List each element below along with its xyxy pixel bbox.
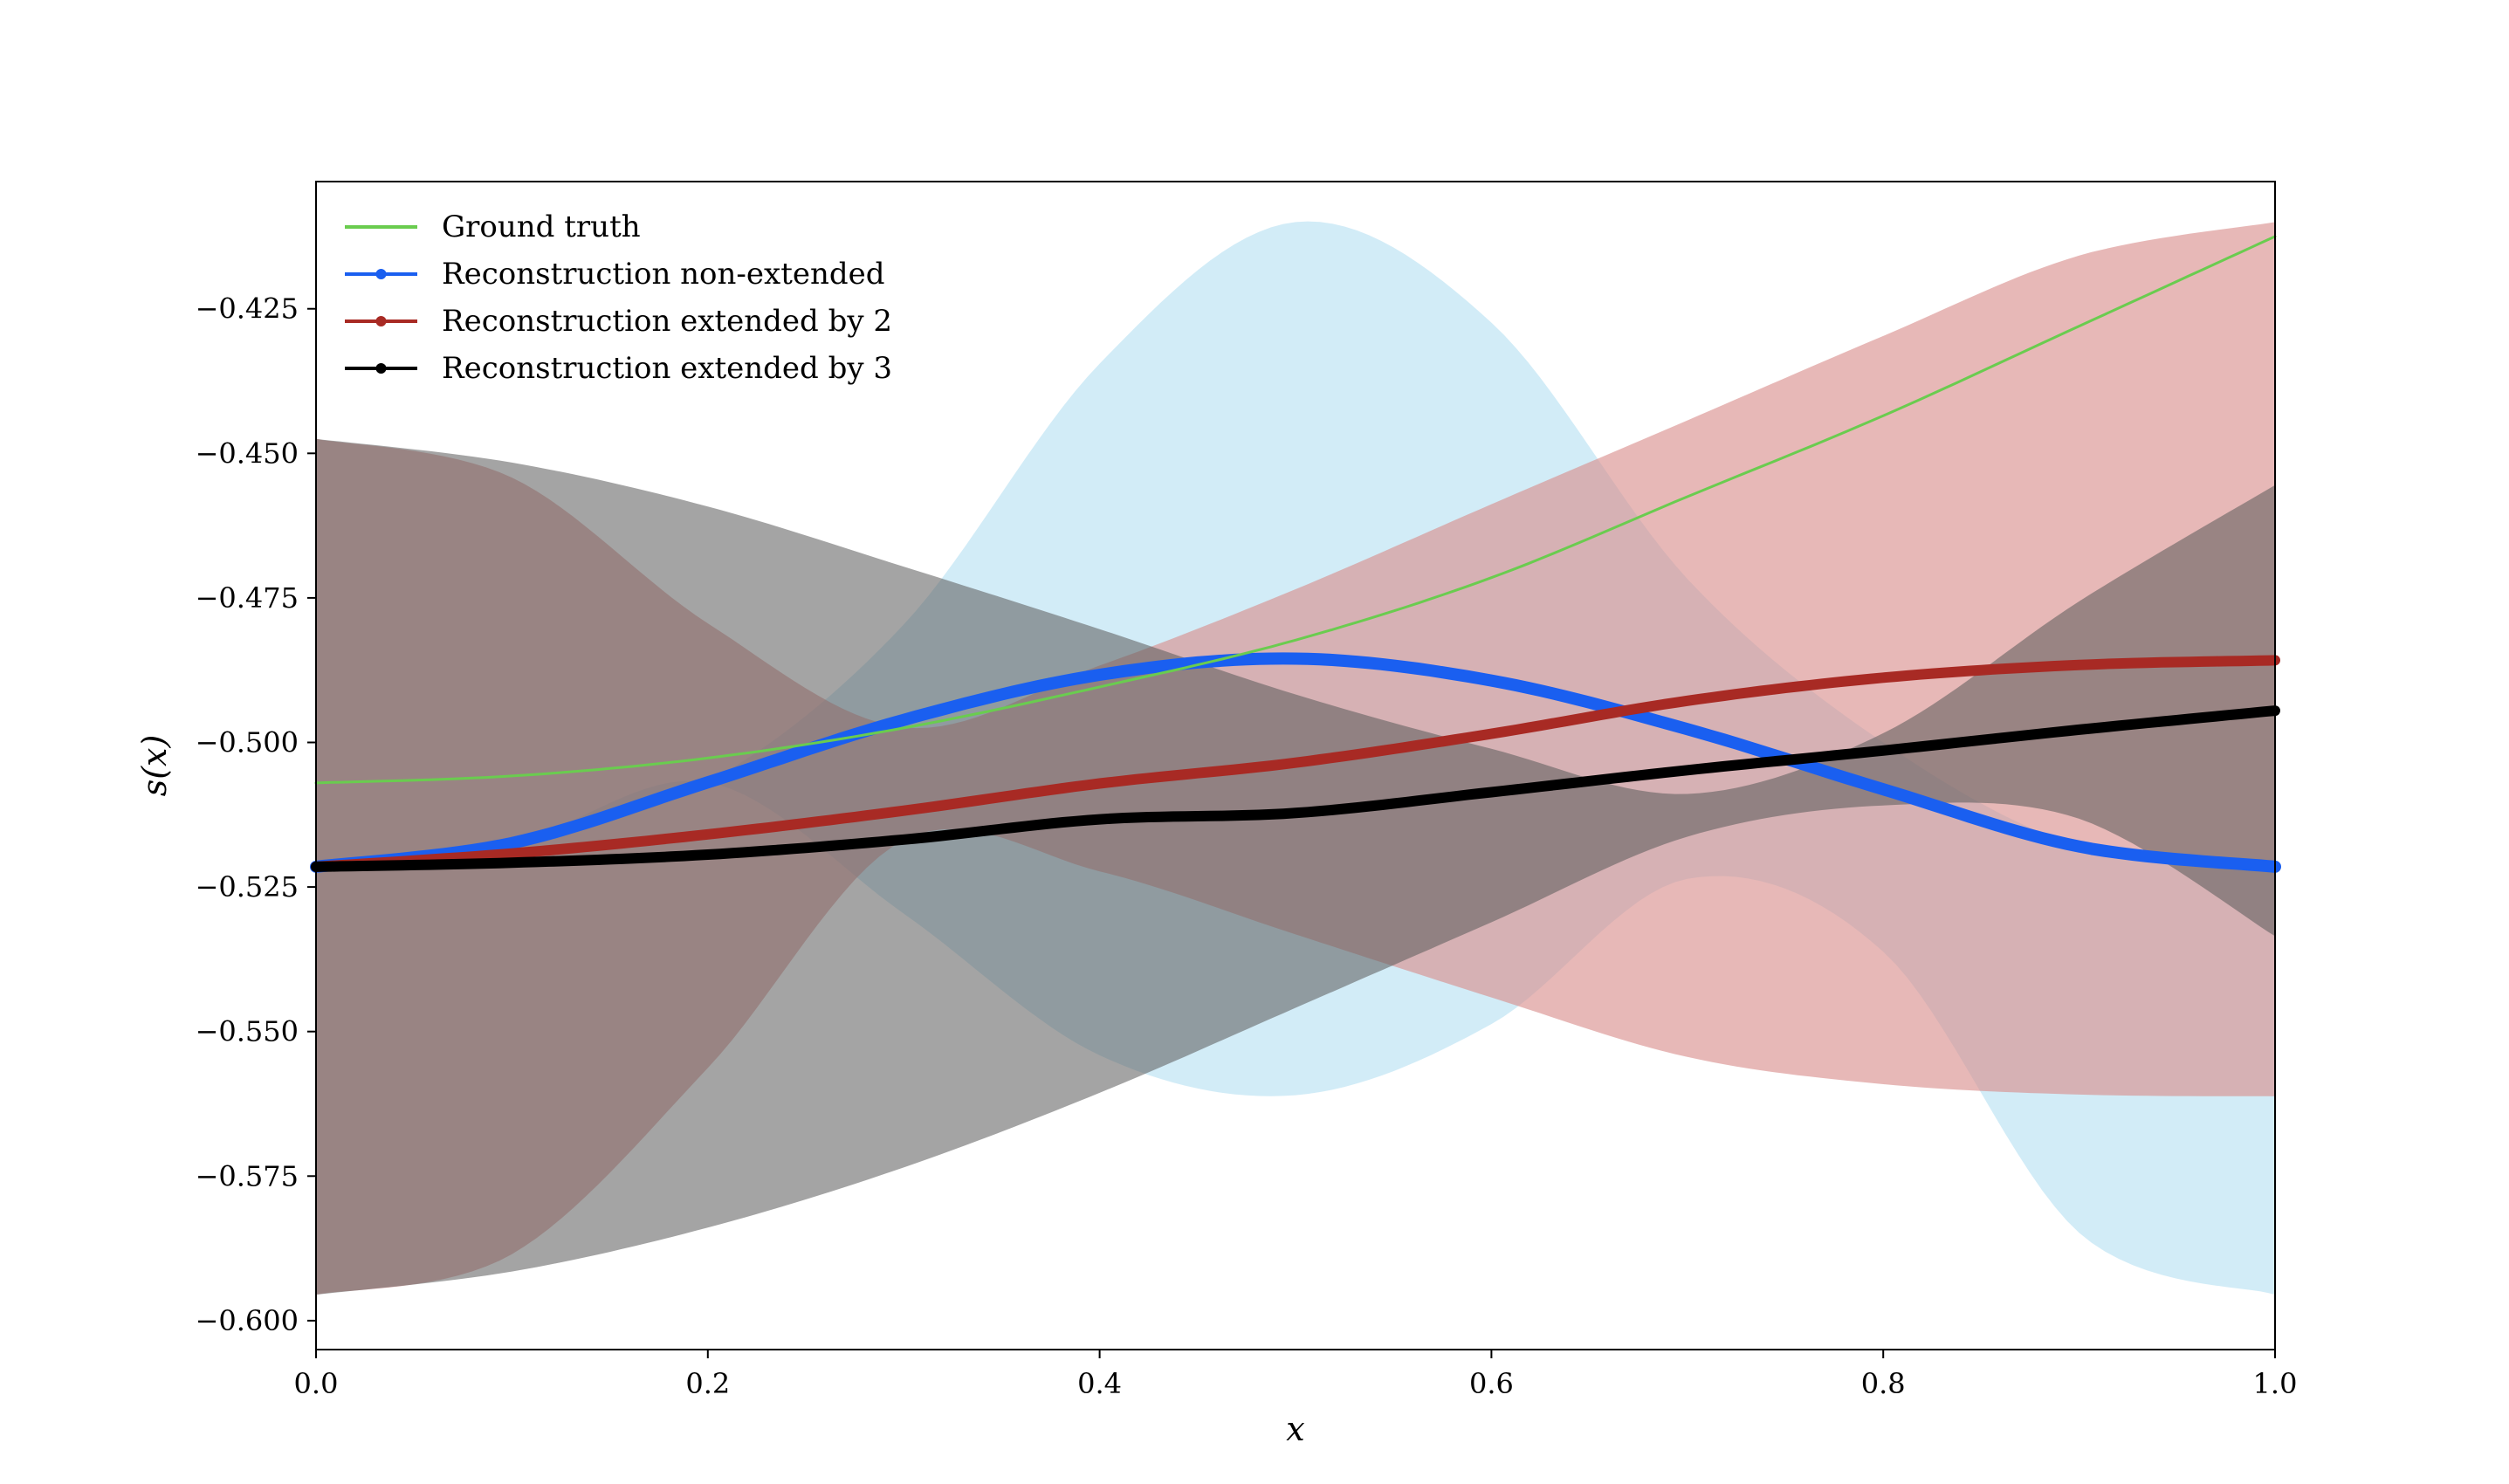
series-line-1	[310, 652, 2281, 873]
x-tick-label: 0.0	[294, 1367, 339, 1400]
legend-label-3: Reconstruction extended by 3	[442, 351, 892, 386]
y-tick-label: −0.450	[196, 436, 299, 470]
plot-frame	[315, 181, 2276, 1350]
x-tick-label: 0.4	[1077, 1367, 1122, 1400]
legend-marker-2	[375, 316, 387, 326]
y-tick-label: −0.500	[196, 726, 299, 759]
legend-marker-3	[375, 363, 387, 374]
legend-label-2: Reconstruction extended by 2	[442, 304, 892, 339]
y-tick-label: −0.550	[196, 1015, 299, 1048]
x-axis-label: x	[1286, 1410, 1304, 1448]
series-line-2	[311, 655, 2280, 872]
y-tick-label: −0.600	[196, 1304, 299, 1337]
legend-label-1: Reconstruction non-extended	[442, 257, 885, 292]
band-3	[316, 438, 2275, 1295]
x-tick-label: 0.6	[1469, 1367, 1514, 1400]
x-tick-label: 0.8	[1861, 1367, 1906, 1400]
series-lines	[310, 235, 2281, 873]
y-tick-label: −0.425	[196, 292, 299, 326]
legend: Ground truth Reconstruction non-extended R…	[345, 210, 892, 386]
y-tick-label: −0.475	[196, 581, 299, 615]
y-tick-label: −0.575	[196, 1159, 299, 1192]
y-axis: −0.425 −0.450 −0.475 −0.500 −0.525 −0.550 −0.5…	[196, 292, 316, 1337]
legend-label-0: Ground truth	[442, 210, 641, 244]
x-axis: 0.0 0.2 0.4 0.6 0.8 1.0	[294, 1350, 2298, 1400]
series-line-0	[314, 235, 2277, 785]
x-tick-label: 0.2	[685, 1367, 730, 1400]
series-line-3	[311, 705, 2280, 872]
x-tick-label: 1.0	[2253, 1367, 2298, 1400]
legend-marker-1	[375, 269, 387, 279]
y-axis-label: s(x)	[135, 735, 174, 797]
y-tick-label: −0.525	[196, 870, 299, 903]
